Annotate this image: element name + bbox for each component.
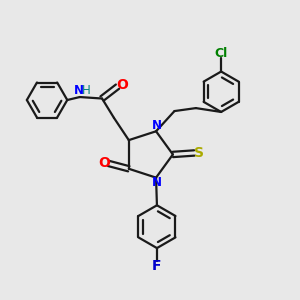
Text: O: O [98,156,110,170]
Text: S: S [194,146,204,160]
Text: O: O [116,78,128,92]
Text: N: N [152,119,162,132]
Text: H: H [82,84,91,97]
Text: Cl: Cl [214,47,228,60]
Text: F: F [152,259,162,273]
Text: N: N [152,176,162,190]
Text: N: N [74,84,84,97]
